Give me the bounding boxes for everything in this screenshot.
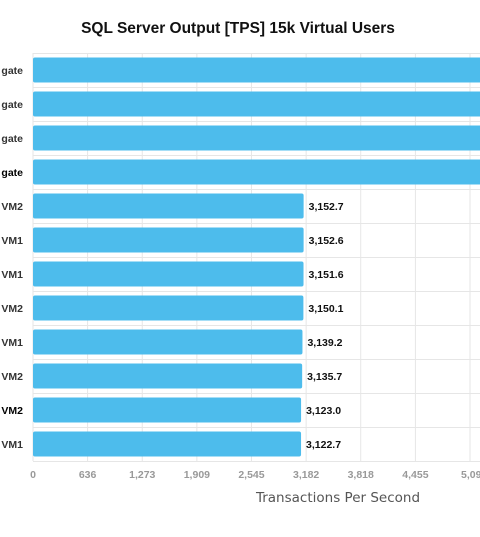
bar <box>33 295 304 321</box>
category-label: VM2 <box>1 303 23 315</box>
data-label: 3,152.7 <box>309 201 344 213</box>
data-label: 3,139.2 <box>307 337 342 349</box>
category-label: VM1 <box>1 235 23 247</box>
category-label: VM1 <box>1 439 23 451</box>
x-tick-label: 0 <box>30 469 36 481</box>
x-tick-label: 3,182 <box>293 469 319 481</box>
data-label: 3,150.1 <box>308 303 343 315</box>
x-tick-label: 5,09 <box>461 469 480 481</box>
category-label: VM2 <box>1 371 23 383</box>
category-label: gate <box>1 167 23 179</box>
x-tick-label: 4,455 <box>402 469 428 481</box>
bar <box>33 91 480 117</box>
category-label: VM2 <box>1 405 23 417</box>
chart-title: SQL Server Output [TPS] 15k Virtual User… <box>81 20 395 37</box>
bar <box>33 431 302 457</box>
category-label: gate <box>1 133 23 145</box>
bar <box>33 329 303 355</box>
data-label: 3,122.7 <box>306 439 341 451</box>
x-tick-label: 1,909 <box>184 469 210 481</box>
data-label: 3,152.6 <box>309 235 344 247</box>
x-axis-title: Transactions Per Second <box>255 490 421 506</box>
x-tick-label: 1,273 <box>129 469 155 481</box>
bar <box>33 397 302 423</box>
x-tick-label: 636 <box>79 469 97 481</box>
data-label: 3,135.7 <box>307 371 342 383</box>
data-label: 3,151.6 <box>309 269 344 281</box>
bar <box>33 261 304 287</box>
category-label: VM2 <box>1 201 23 213</box>
category-label: VM1 <box>1 269 23 281</box>
data-label: 3,123.0 <box>306 405 341 417</box>
category-label: gate <box>1 99 23 111</box>
bar <box>33 227 304 253</box>
category-label: VM1 <box>1 337 23 349</box>
bar <box>33 159 480 185</box>
bar <box>33 363 303 389</box>
category-label: gate <box>1 65 23 77</box>
x-tick-label: 2,545 <box>238 469 264 481</box>
bar <box>33 193 304 219</box>
x-tick-label: 3,818 <box>348 469 374 481</box>
bar <box>33 125 480 151</box>
bar <box>33 57 480 83</box>
